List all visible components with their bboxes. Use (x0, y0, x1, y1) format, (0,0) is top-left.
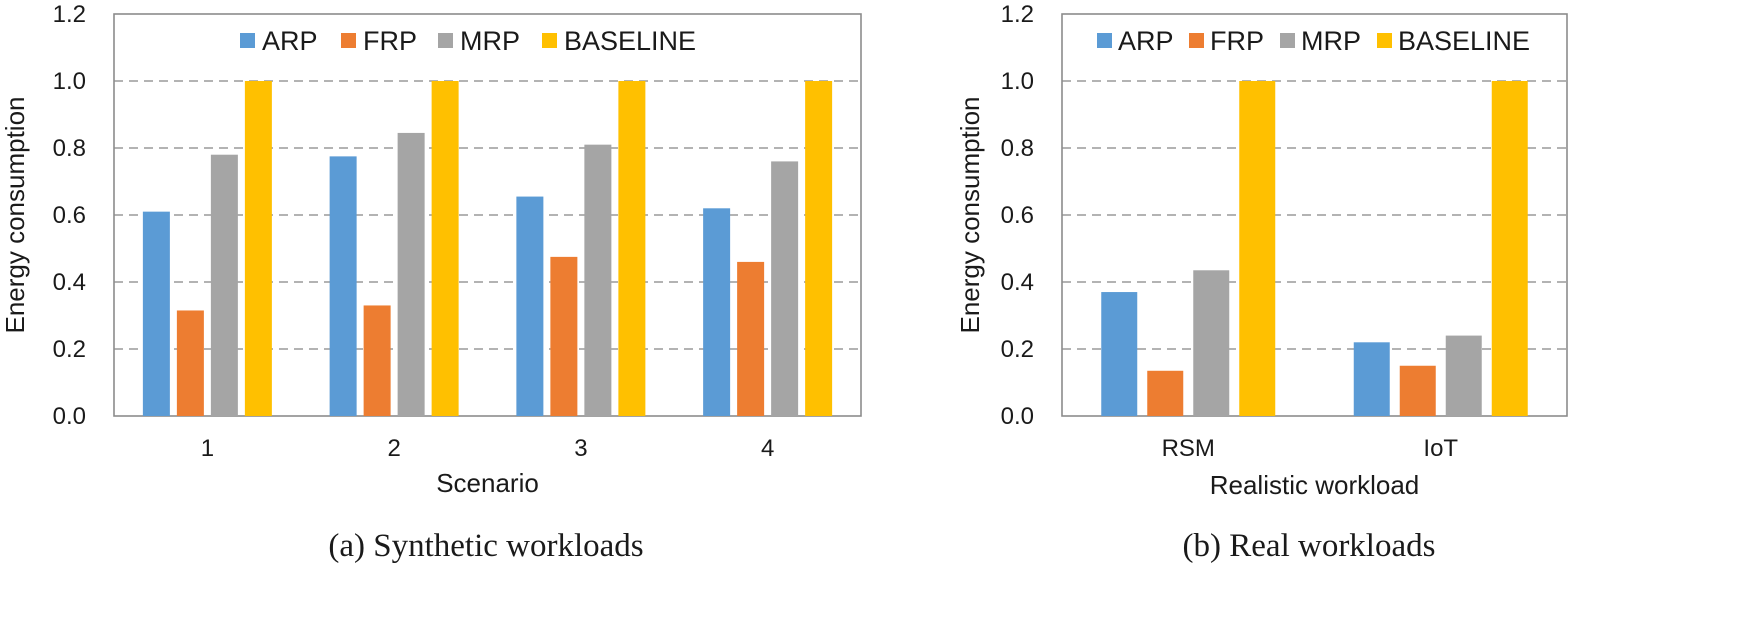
y-axis-label: Energy consumption (0, 96, 30, 333)
bar-arp-4 (703, 208, 731, 416)
y-tick-label: 0.6 (1001, 202, 1034, 229)
y-tick-label: 0.2 (1001, 336, 1034, 363)
bar-baseline-4 (805, 81, 833, 416)
y-tick-label: 0.4 (1001, 269, 1034, 296)
bar-baseline-iot (1491, 81, 1528, 416)
y-tick-label: 1.0 (53, 68, 86, 95)
y-tick-label: 0.0 (1001, 403, 1034, 430)
legend-label-arp: ARP (262, 26, 318, 56)
y-tick-label: 1.2 (53, 1, 86, 28)
figure-caption: (a) Synthetic workloads (328, 528, 643, 564)
x-axis-label: Realistic workload (1210, 470, 1420, 500)
y-tick-label: 0.2 (53, 336, 86, 363)
bar-arp-iot (1353, 342, 1390, 416)
bar-mrp-rsm (1193, 270, 1230, 416)
bar-baseline-rsm (1239, 81, 1276, 416)
legend-swatch-arp (240, 33, 255, 48)
bar-frp-rsm (1147, 370, 1184, 416)
plot-frame (1061, 13, 1568, 417)
bar-mrp-iot (1445, 335, 1482, 416)
y-tick-label: 0.6 (53, 202, 86, 229)
y-tick-label: 0.8 (53, 135, 86, 162)
bar-mrp-4 (771, 161, 799, 416)
y-tick-label: 0.8 (1001, 135, 1034, 162)
bar-frp-iot (1399, 365, 1436, 416)
bar-arp-1 (142, 211, 170, 416)
bar-mrp-1 (210, 154, 238, 416)
plot-frame (113, 13, 862, 417)
figure-caption: (b) Real workloads (1183, 528, 1436, 564)
bar-mrp-2 (397, 132, 425, 417)
chart-synthetic-workloads: 0.0 0.2 0.4 0.6 0.8 1.0 1.2 1 2 3 4 ARP FRP MRP BASELI… (0, 1, 862, 564)
legend-swatch-frp (341, 33, 356, 48)
legend-label-frp: FRP (363, 26, 417, 56)
legend-swatch-baseline (1377, 33, 1392, 48)
legend-swatch-baseline (542, 33, 557, 48)
legend-label-baseline: BASELINE (1398, 26, 1530, 56)
legend-label-arp: ARP (1118, 26, 1174, 56)
bar-frp-4 (737, 261, 765, 416)
legend-label-frp: FRP (1210, 26, 1264, 56)
x-tick-label: 3 (574, 435, 587, 462)
legend-swatch-mrp (1280, 33, 1295, 48)
y-tick-label: 1.0 (1001, 68, 1034, 95)
y-axis-label: Energy consumption (955, 96, 985, 333)
y-tick-label: 1.2 (1001, 1, 1034, 28)
x-tick-label: IoT (1423, 435, 1458, 462)
x-tick-label: RSM (1162, 435, 1215, 462)
x-tick-label: 2 (387, 435, 400, 462)
legend-swatch-mrp (438, 33, 453, 48)
y-tick-label: 0.4 (53, 269, 86, 296)
bar-arp-rsm (1101, 292, 1138, 416)
x-tick-label: 4 (761, 435, 774, 462)
bar-baseline-1 (244, 81, 272, 416)
bar-arp-2 (329, 156, 357, 416)
bar-mrp-3 (584, 144, 612, 416)
bar-baseline-2 (431, 81, 459, 416)
legend-label-baseline: BASELINE (564, 26, 696, 56)
bar-frp-3 (550, 256, 578, 416)
bar-frp-1 (176, 310, 204, 416)
bar-baseline-3 (618, 81, 646, 416)
x-tick-label: 1 (201, 435, 214, 462)
bar-arp-3 (516, 196, 544, 416)
x-axis-label: Scenario (436, 468, 539, 498)
legend-label-mrp: MRP (1301, 26, 1361, 56)
legend-label-mrp: MRP (460, 26, 520, 56)
y-tick-label: 0.0 (53, 403, 86, 430)
chart-real-workloads: 0.0 0.2 0.4 0.6 0.8 1.0 1.2 RSM IoT ARP FRP MRP BASE… (955, 1, 1568, 564)
bar-frp-2 (363, 305, 391, 416)
legend-swatch-arp (1097, 33, 1112, 48)
legend-swatch-frp (1189, 33, 1204, 48)
